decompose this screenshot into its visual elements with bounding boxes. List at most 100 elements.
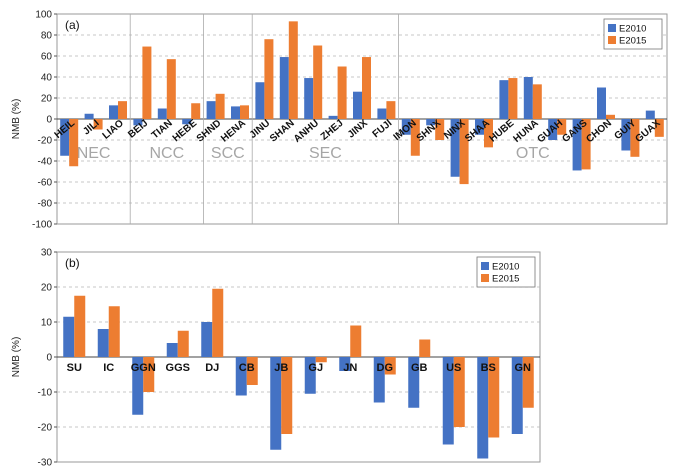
bar-e2015-jinu: [264, 39, 274, 120]
bar-e2015-su: [74, 295, 86, 357]
bar-e2015-gn: [522, 357, 534, 408]
bar-e2015-cb: [246, 357, 258, 385]
bar-e2010-ninx: [450, 119, 460, 177]
bar-e2015-gans: [581, 119, 591, 170]
panel-label: (b): [65, 256, 80, 270]
bar-e2010-jn: [339, 357, 351, 371]
bar-e2010-jb: [270, 357, 282, 450]
bar-e2010-heil: [60, 119, 70, 156]
region-label: NCC: [149, 145, 184, 162]
bar-e2015-shan: [288, 21, 298, 120]
bar-e2010-hena: [231, 106, 240, 119]
bar-e2015-shnd: [215, 93, 225, 119]
category-label: GGS: [166, 362, 190, 374]
bar-e2010-fuji: [377, 108, 387, 119]
bar-e2010-hube: [499, 80, 509, 119]
bar-e2010-huna: [523, 77, 533, 119]
y-tick-label: 40: [41, 73, 53, 84]
bar-e2015-gb: [419, 339, 431, 357]
category-label: US: [446, 362, 461, 374]
bar-e2010-guiy: [621, 119, 631, 151]
bar-e2010-guah: [548, 119, 558, 140]
bar-e2015-gj: [315, 357, 327, 363]
bar-e2015-chon: [606, 114, 615, 119]
category-label: CB: [239, 362, 255, 374]
y-tick-label: -60: [38, 178, 53, 189]
y-tick-label: -80: [38, 199, 53, 210]
category-label: DJ: [205, 362, 219, 374]
legend-label-e2015: E2015: [619, 36, 646, 47]
bar-e2010-hebe: [182, 119, 192, 125]
bar-e2010-shnd: [206, 101, 216, 119]
y-tick-label: -40: [38, 157, 53, 168]
y-tick-label: -10: [38, 388, 53, 399]
y-tick-label: 0: [46, 115, 52, 126]
chart-panel-2: -30 -20 -10 0 10 20 30 SU IC GGN GGS DJ CB JB GJ JN DG GB…: [11, 248, 541, 469]
y-tick-label: 80: [41, 31, 53, 42]
bar-e2010-guax: [645, 110, 655, 119]
y-tick-label: -30: [38, 458, 53, 469]
bar-e2015-huna: [532, 84, 542, 119]
y-axis-label: NMB (%): [11, 337, 22, 378]
y-tick-label: 0: [46, 353, 52, 364]
bar-e2010-liao: [109, 105, 118, 119]
category-label: IC: [103, 362, 114, 374]
legend-swatch-e2010: [608, 24, 616, 32]
bar-e2015-anhu: [313, 45, 323, 119]
bar-e2015-heil: [69, 119, 79, 167]
region-label: SCC: [211, 145, 245, 162]
category-label: BS: [481, 362, 496, 374]
bar-e2015-dj: [212, 288, 224, 357]
y-tick-label: 100: [35, 10, 52, 21]
bar-e2015-ggs: [177, 330, 189, 357]
bar-e2010-dg: [373, 357, 385, 403]
region-label: SEC: [309, 145, 342, 162]
bar-e2010-ggn: [132, 357, 144, 415]
bar-e2015-us: [453, 357, 465, 427]
category-label: GB: [411, 362, 428, 374]
bar-e2015-jinx: [362, 57, 371, 119]
bar-e2015-hena: [240, 105, 249, 119]
region-label: OTC: [516, 145, 550, 162]
bar-e2015-hebe: [191, 103, 201, 119]
bar-e2015-jn: [350, 325, 362, 357]
bar-e2010-jinx: [353, 91, 362, 119]
legend-label-e2015: E2015: [492, 274, 519, 285]
legend-label-e2010: E2010: [492, 262, 519, 273]
bar-e2015-guiy: [630, 119, 640, 157]
legend-label-e2010: E2010: [619, 24, 646, 35]
bar-e2010-bs: [477, 357, 489, 459]
bar-e2010-gb: [408, 357, 420, 408]
bar-e2010-gj: [304, 357, 316, 394]
bar-e2010-jinu: [255, 82, 265, 119]
bar-e2015-guah: [557, 119, 567, 135]
y-tick-label: -20: [38, 423, 53, 434]
bar-e2015-ggn: [143, 357, 155, 392]
bar-e2015-dg: [384, 357, 396, 375]
bar-e2010-beij: [133, 119, 143, 126]
bar-e2010-su: [63, 316, 75, 357]
category-label: JN: [343, 362, 357, 374]
bar-e2015-liao: [118, 101, 127, 119]
bar-e2015-bs: [488, 357, 500, 438]
category-label: JB: [274, 362, 288, 374]
bar-e2015-tian: [166, 59, 176, 119]
bar-e2010-imon: [401, 119, 411, 135]
y-tick-label: -100: [32, 220, 52, 231]
bar-e2015-shaa: [484, 119, 493, 148]
bar-e2015-fuji: [386, 101, 396, 119]
bar-e2010-ic: [97, 329, 109, 357]
category-label: DG: [377, 362, 394, 374]
region-label: NEC: [77, 145, 111, 162]
bar-e2010-cb: [235, 357, 247, 396]
y-tick-label: 10: [41, 318, 53, 329]
bar-e2010-gans: [572, 119, 582, 171]
bar-e2010-zhej: [328, 115, 338, 119]
bar-e2015-imon: [410, 119, 420, 156]
bar-e2015-ic: [108, 306, 120, 357]
category-label: GJ: [308, 362, 323, 374]
bar-e2010-shaa: [475, 119, 484, 135]
